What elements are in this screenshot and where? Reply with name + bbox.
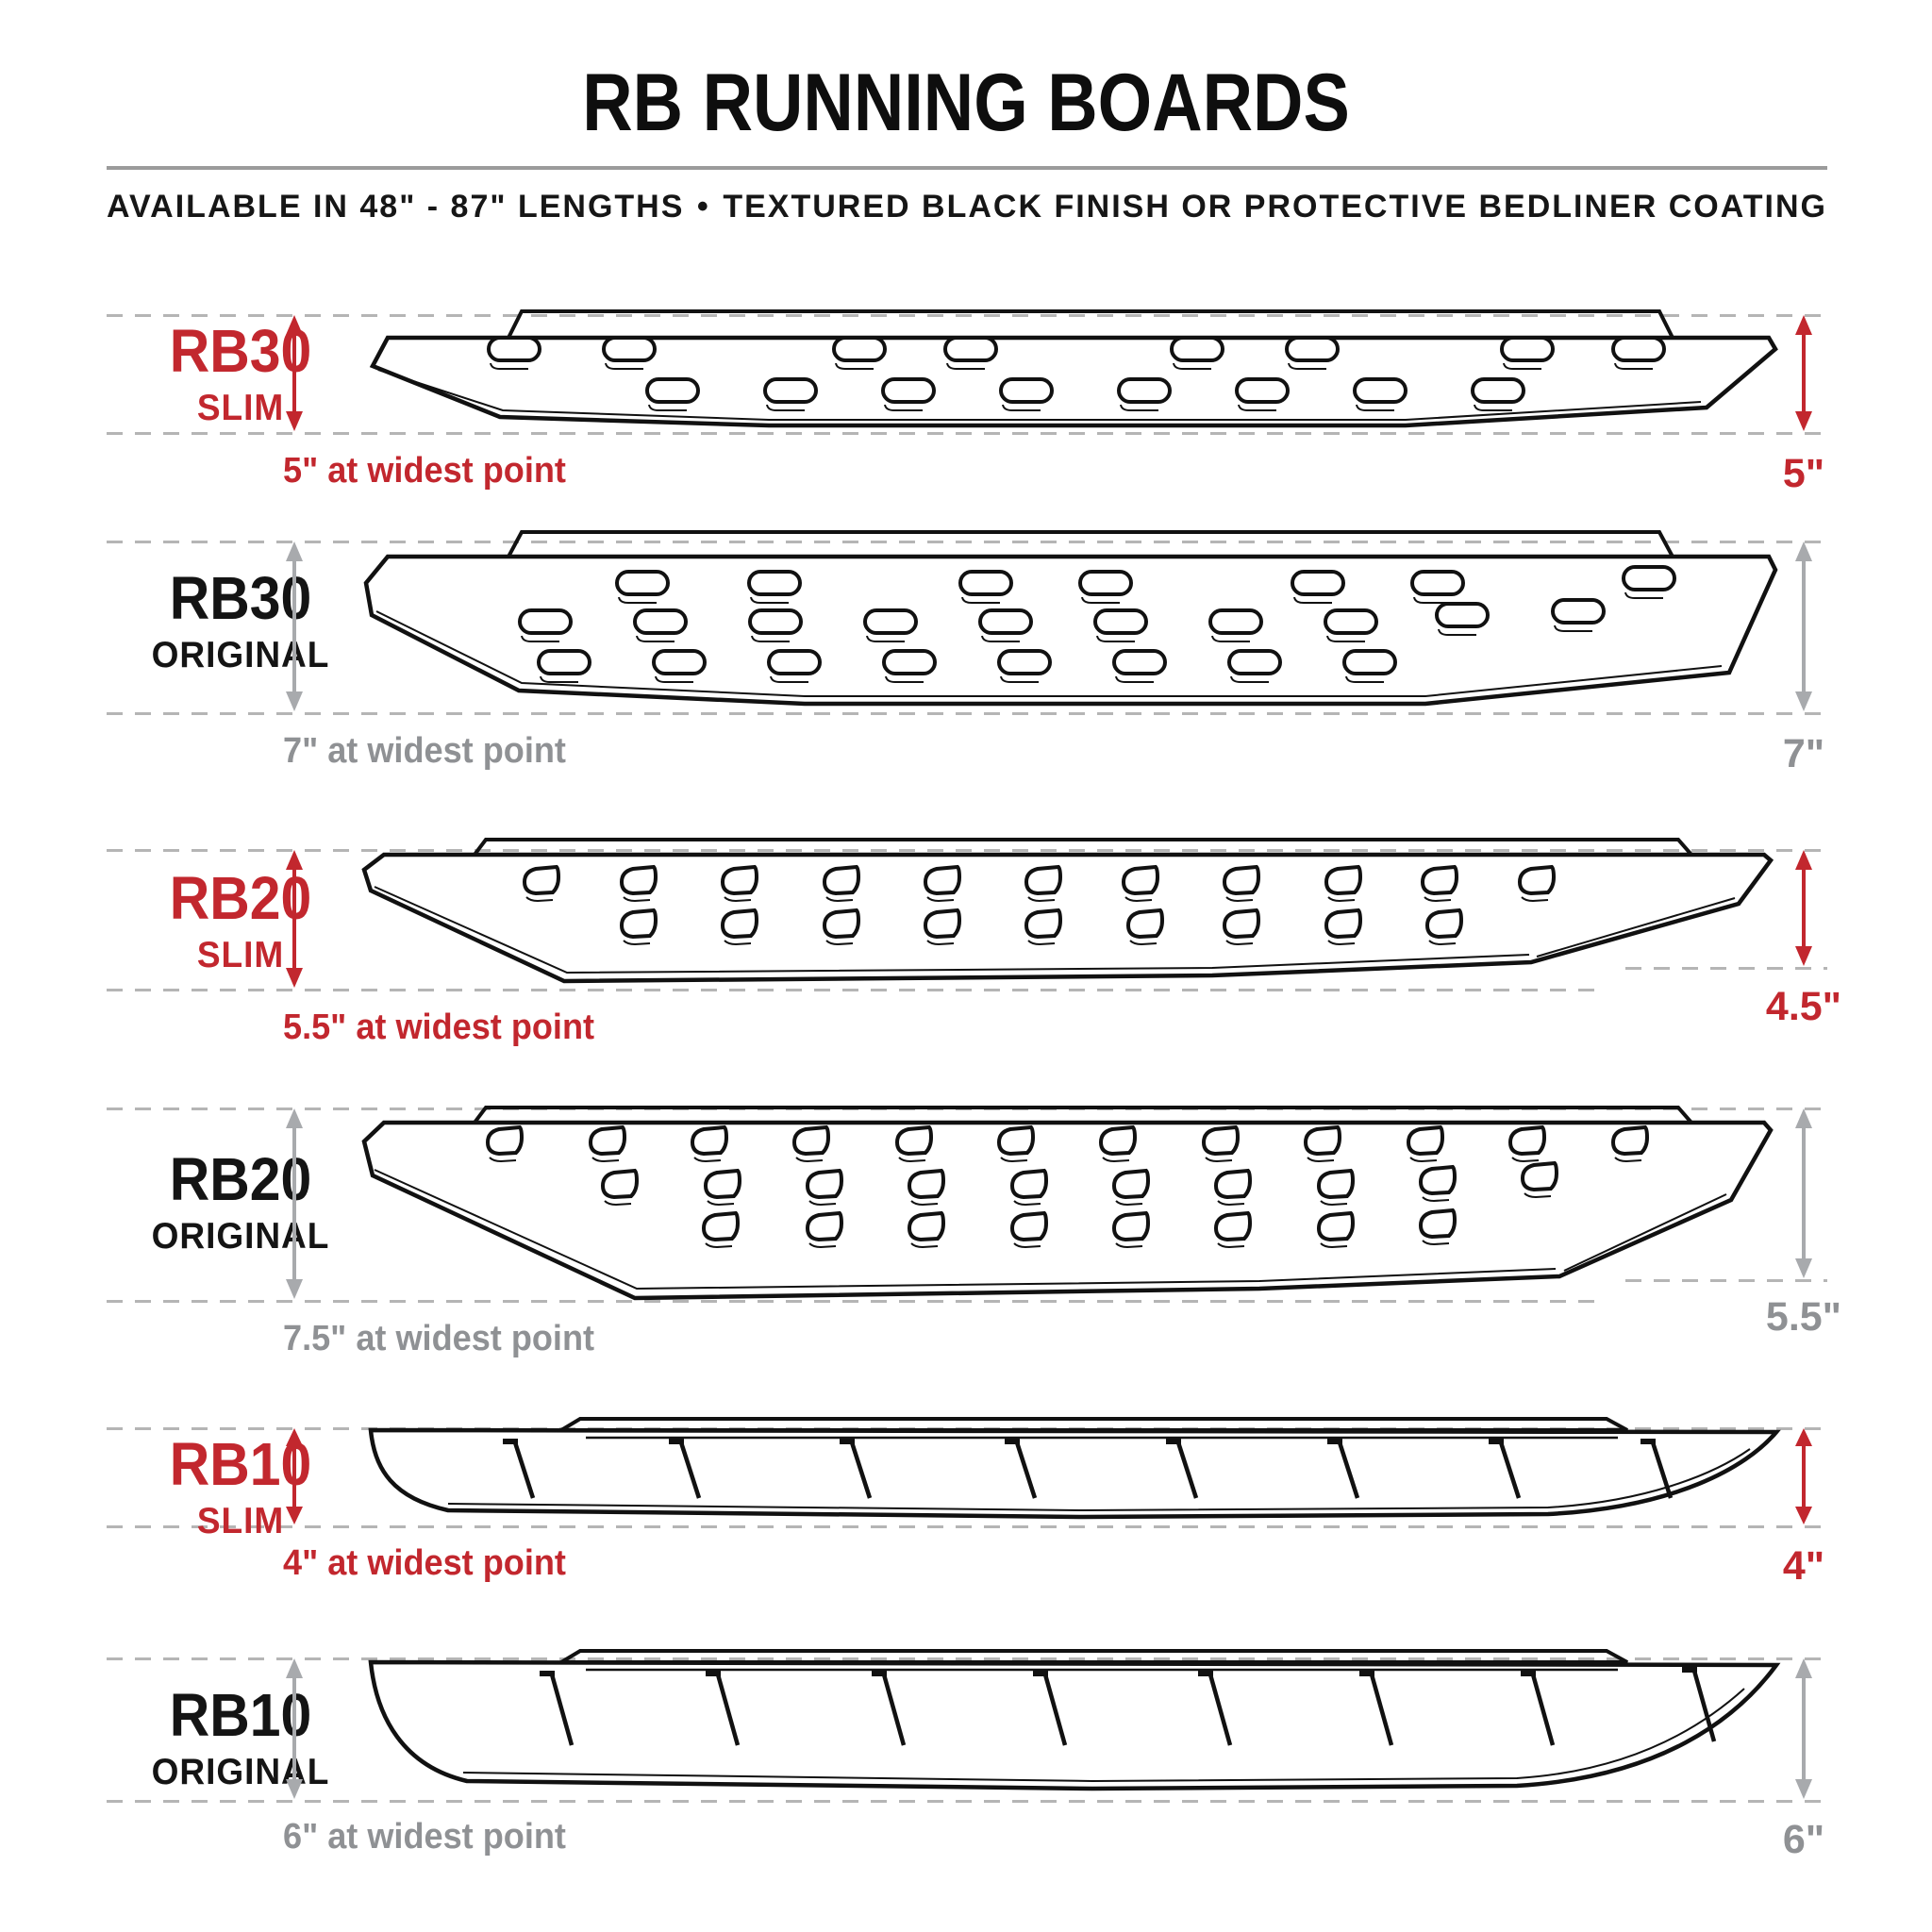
dimension-guide-line xyxy=(107,314,1827,317)
rb30-original-board-drawing xyxy=(363,530,1778,707)
rb30-slim-board-drawing xyxy=(369,309,1778,428)
height-arrow-icon xyxy=(286,541,303,711)
height-arrow-icon xyxy=(286,1658,303,1799)
width-note: 6" at widest point xyxy=(283,1817,566,1857)
width-note: 4" at widest point xyxy=(283,1543,566,1583)
variant-name: SLIM xyxy=(196,1501,285,1541)
model-name: RB30 xyxy=(169,564,312,632)
title-divider xyxy=(107,166,1827,170)
row-label-rb10-slim: RB10 SLIM xyxy=(85,1434,396,1542)
height-arrow-icon xyxy=(286,1428,303,1524)
rb10-slim-board-drawing xyxy=(368,1417,1781,1520)
rb20-slim-board-drawing xyxy=(361,838,1774,984)
dimension-guide-line xyxy=(107,432,1827,435)
dimension-guide-line xyxy=(1625,1279,1827,1282)
right-width-value: 7" xyxy=(1782,731,1825,776)
dimension-guide-line xyxy=(107,1525,1827,1528)
height-arrow-icon xyxy=(1795,1428,1812,1524)
width-note: 7.5" at widest point xyxy=(283,1319,595,1358)
variant-name: ORIGINAL xyxy=(151,1216,330,1257)
row-label-rb30-slim: RB30 SLIM xyxy=(85,321,396,429)
dimension-guide-line xyxy=(107,1800,1827,1803)
variant-name: SLIM xyxy=(196,388,285,428)
model-name: RB30 xyxy=(169,317,312,385)
right-width-value: 5.5" xyxy=(1765,1294,1842,1340)
model-name: RB10 xyxy=(169,1681,312,1749)
rb20-original-board-drawing xyxy=(361,1106,1774,1301)
dimension-guide-line xyxy=(107,849,1827,852)
dimension-guide-line xyxy=(107,989,1607,991)
variant-name: ORIGINAL xyxy=(151,1752,330,1792)
dimension-guide-line xyxy=(107,1300,1607,1303)
subtitle-lengths: AVAILABLE IN 48" - 87" LENGTHS xyxy=(107,189,685,225)
row-label-rb30-original: RB30 ORIGINAL xyxy=(85,568,396,676)
rb10-original-board-drawing xyxy=(368,1649,1781,1791)
right-width-value: 4.5" xyxy=(1765,984,1842,1029)
dimension-guide-line xyxy=(107,1657,1827,1660)
variant-name: ORIGINAL xyxy=(151,635,330,675)
width-note: 7" at widest point xyxy=(283,731,566,771)
right-width-value: 4" xyxy=(1782,1543,1825,1589)
height-arrow-icon xyxy=(1795,541,1812,711)
dimension-guide-line xyxy=(107,712,1827,715)
height-arrow-icon xyxy=(1795,1658,1812,1799)
model-name: RB10 xyxy=(169,1430,312,1498)
model-name: RB20 xyxy=(169,1145,312,1213)
model-name: RB20 xyxy=(169,864,312,932)
height-arrow-icon xyxy=(1795,315,1812,431)
bullet-separator: • xyxy=(696,189,710,225)
page-title: RB RUNNING BOARDS xyxy=(582,58,1350,148)
right-width-value: 6" xyxy=(1782,1817,1825,1862)
subtitle-finish: TEXTURED BLACK FINISH OR PROTECTIVE BEDL… xyxy=(723,189,1827,225)
height-arrow-icon xyxy=(1795,850,1812,966)
row-label-rb20-slim: RB20 SLIM xyxy=(85,868,396,976)
row-label-rb20-original: RB20 ORIGINAL xyxy=(85,1149,396,1257)
right-width-value: 5" xyxy=(1782,451,1825,496)
variant-name: SLIM xyxy=(196,935,285,975)
height-arrow-icon xyxy=(286,315,303,431)
dimension-guide-line xyxy=(107,541,1827,543)
subtitle: AVAILABLE IN 48" - 87" LENGTHS • TEXTURE… xyxy=(107,189,1827,225)
dimension-guide-line xyxy=(1625,967,1827,970)
row-label-rb10-original: RB10 ORIGINAL xyxy=(85,1685,396,1793)
height-arrow-icon xyxy=(286,1108,303,1299)
width-note: 5.5" at widest point xyxy=(283,1008,595,1047)
height-arrow-icon xyxy=(1795,1108,1812,1278)
width-note: 5" at widest point xyxy=(283,451,566,491)
height-arrow-icon xyxy=(286,850,303,988)
